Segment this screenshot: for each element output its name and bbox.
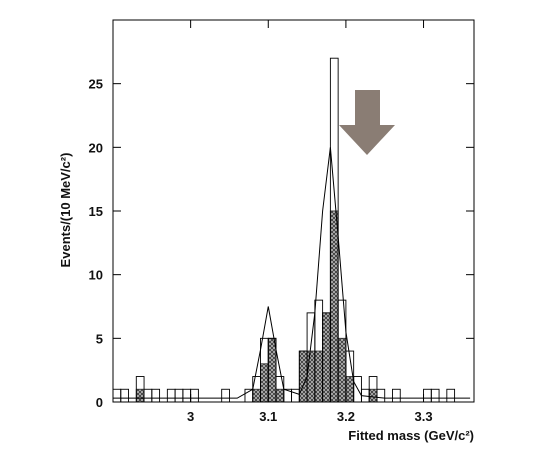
histogram-bar — [260, 363, 269, 403]
y-tick-label: 10 — [89, 268, 103, 283]
x-tick-label: 3.3 — [414, 409, 432, 424]
y-tick-label: 5 — [96, 331, 103, 346]
fit-curve — [113, 147, 471, 399]
y-tick-label: 0 — [96, 395, 103, 410]
histogram-bar — [329, 210, 339, 403]
histogram-bar — [423, 388, 432, 403]
histogram-bar — [298, 350, 308, 403]
histogram-bar — [392, 388, 401, 403]
histogram-bar — [446, 388, 456, 403]
histogram-bar — [112, 388, 122, 403]
x-axis-label: Fitted mass (GeV/c²) — [348, 428, 474, 443]
histogram-bar — [120, 388, 129, 403]
histogram-bar — [329, 57, 339, 403]
histogram-bar — [182, 388, 192, 403]
histogram-bar — [190, 388, 199, 403]
histogram-bar — [337, 337, 347, 403]
histogram-bar — [252, 388, 261, 403]
histogram-bar — [151, 388, 161, 403]
y-tick-label: 25 — [89, 77, 103, 92]
plot-frame — [112, 19, 475, 403]
histogram-bar — [267, 337, 277, 403]
y-tick-label: 15 — [89, 204, 103, 219]
histogram-bar — [143, 388, 153, 403]
histogram-bar — [322, 312, 331, 403]
histogram-bar — [430, 388, 440, 403]
histogram-bar — [345, 376, 355, 403]
histogram-bar — [267, 337, 277, 403]
y-tick-label: 20 — [89, 140, 103, 155]
histogram-bar — [221, 388, 230, 403]
y-axis-label: Events/(10 MeV/c²) — [58, 153, 73, 268]
histogram-bar — [174, 388, 184, 403]
arrow — [339, 90, 395, 155]
histogram-bar — [368, 388, 378, 403]
x-tick-label: 3.1 — [259, 409, 277, 424]
histogram-bar — [135, 388, 145, 403]
x-tick-label: 3.2 — [337, 409, 355, 424]
x-tick-label: 3 — [187, 409, 194, 424]
histogram-bar — [314, 350, 324, 403]
histogram-bar — [291, 388, 300, 403]
histogram-bar — [275, 388, 285, 403]
histogram-bar — [376, 388, 386, 403]
histogram-bar — [306, 350, 316, 403]
histogram-bar — [166, 388, 176, 403]
